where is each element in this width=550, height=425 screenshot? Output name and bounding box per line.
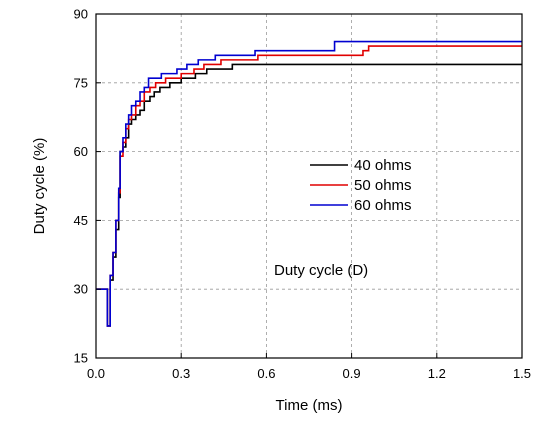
y-tick-label: 90 [74,7,88,22]
legend-label: 60 ohms [354,197,412,214]
legend-label: 40 ohms [354,157,412,174]
x-tick-label: 1.2 [428,366,446,381]
y-tick-label: 45 [74,213,88,228]
x-tick-label: 0.3 [172,366,190,381]
y-tick-label: 60 [74,144,88,159]
annotation-text: Duty cycle (D) [274,262,368,279]
series-line-1 [96,63,522,327]
series-line-3 [96,40,522,327]
series-lines [96,40,522,327]
y-tick-label: 15 [74,351,88,366]
axis-ticks: 0.0 0.3 0.6 0.9 1.2 1.5 15 30 45 60 75 90 [74,7,532,382]
x-tick-label: 0.0 [87,366,105,381]
legend: 40 ohms 50 ohms 60 ohms [310,157,412,214]
y-axis-title: Duty cycle (%) [31,138,48,235]
x-tick-label: 0.9 [343,366,361,381]
legend-label: 50 ohms [354,177,412,194]
x-axis-title: Time (ms) [276,397,343,414]
grid [96,14,522,358]
y-tick-label: 30 [74,282,88,297]
plot-frame [95,13,523,359]
x-tick-label: 0.6 [257,366,275,381]
x-tick-label: 1.5 [513,366,531,381]
y-tick-label: 75 [74,75,88,90]
